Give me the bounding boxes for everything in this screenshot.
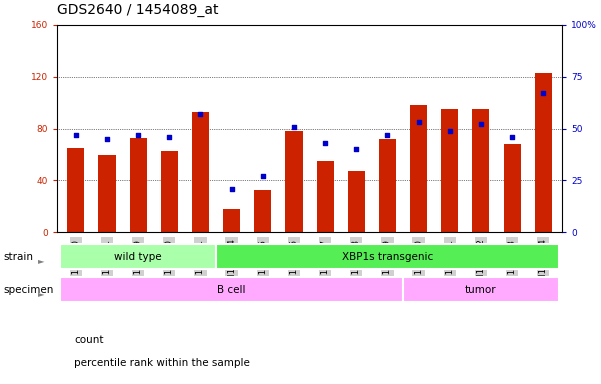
Bar — [67, 148, 84, 232]
Text: GDS2640 / 1454089_at: GDS2640 / 1454089_at — [57, 3, 219, 17]
Point — [507, 134, 517, 140]
Point — [133, 132, 143, 138]
Text: XBP1s transgenic: XBP1s transgenic — [342, 252, 433, 262]
Bar — [99, 154, 115, 232]
Bar — [60, 277, 403, 302]
Text: strain: strain — [3, 252, 33, 262]
Bar — [60, 245, 216, 269]
Bar — [403, 277, 559, 302]
Point — [227, 186, 236, 192]
Bar — [535, 73, 552, 232]
Text: tumor: tumor — [465, 285, 496, 295]
Text: specimen: specimen — [3, 285, 53, 295]
Point — [476, 121, 486, 127]
Point — [71, 132, 81, 138]
Text: ►: ► — [38, 257, 44, 266]
Bar — [379, 139, 396, 232]
Bar — [348, 171, 365, 232]
Point — [165, 134, 174, 140]
Point — [445, 127, 454, 134]
Bar — [441, 109, 459, 232]
Bar — [317, 161, 334, 232]
Bar — [216, 245, 559, 269]
Point — [413, 119, 423, 126]
Bar — [130, 138, 147, 232]
Text: wild type: wild type — [114, 252, 162, 262]
Point — [352, 146, 361, 152]
Bar — [254, 190, 271, 232]
Bar — [223, 209, 240, 232]
Point — [196, 111, 206, 117]
Bar — [504, 144, 520, 232]
Point — [383, 132, 392, 138]
Text: percentile rank within the sample: percentile rank within the sample — [74, 358, 250, 368]
Point — [258, 173, 267, 179]
Text: ►: ► — [38, 289, 44, 298]
Text: count: count — [74, 335, 103, 345]
Text: B cell: B cell — [218, 285, 246, 295]
Point — [102, 136, 112, 142]
Point — [320, 140, 330, 146]
Bar — [472, 109, 489, 232]
Bar — [410, 105, 427, 232]
Bar — [192, 112, 209, 232]
Bar — [285, 131, 302, 232]
Point — [538, 90, 548, 96]
Bar — [160, 151, 178, 232]
Point — [289, 124, 299, 130]
